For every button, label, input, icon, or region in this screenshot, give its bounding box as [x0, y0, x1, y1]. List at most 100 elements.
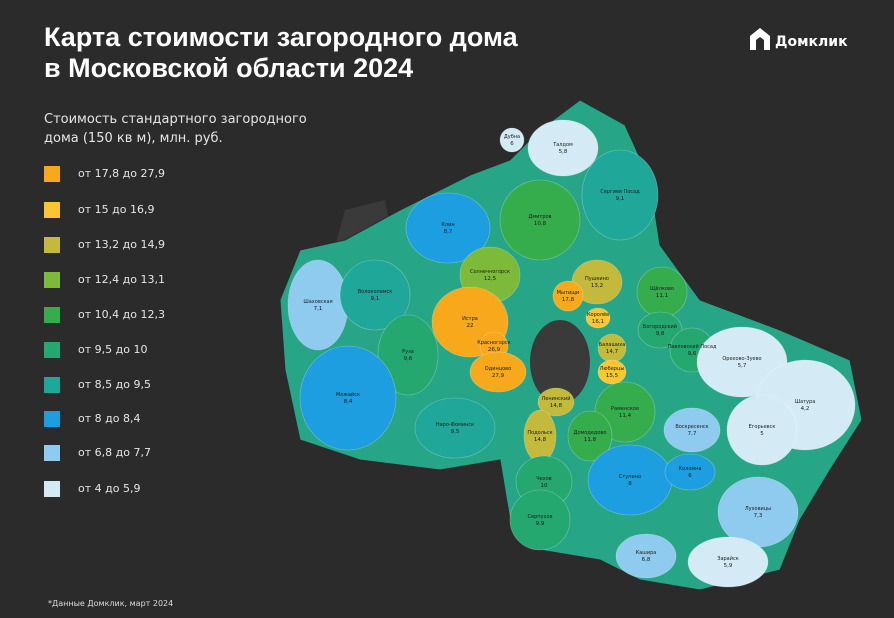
- legend-label: от 17,8 до 27,9: [78, 167, 165, 180]
- title-line: Карта стоимости загородного дома: [44, 22, 519, 52]
- region-value: 5: [760, 431, 764, 437]
- region-value: 17,8: [562, 297, 575, 303]
- region: [552, 280, 584, 312]
- region-name: Подольск: [527, 430, 552, 436]
- region-value: 14,7: [606, 349, 619, 355]
- region-name: Королёв: [587, 312, 609, 318]
- region: [587, 444, 673, 516]
- region-value: 9,1: [371, 296, 380, 302]
- legend-label: от 9,5 до 10: [78, 343, 147, 356]
- region: [687, 536, 769, 588]
- region-name: Пушкино: [585, 276, 609, 282]
- region-value: 5,8: [559, 149, 568, 155]
- region: [509, 489, 571, 551]
- region-name: Руза: [402, 349, 414, 355]
- legend-label: от 12,4 до 13,1: [78, 273, 165, 286]
- region-value: 5,7: [738, 363, 747, 369]
- region-name: Богородский: [643, 323, 677, 330]
- title-line: в Московской области 2024: [44, 53, 413, 83]
- region: [585, 307, 611, 329]
- region-value: 26,9: [488, 347, 501, 353]
- region-value: 8,7: [444, 229, 453, 235]
- legend-swatch: [44, 342, 60, 358]
- region-value: 9,5: [451, 429, 460, 435]
- region-name: Волоколамск: [358, 289, 393, 295]
- legend-swatch: [44, 202, 60, 218]
- legend: от 17,8 до 27,9 от 15 до 16,9 от 13,2 до 1…: [44, 166, 165, 497]
- region-name: Клин: [441, 222, 454, 228]
- region-value: 27,9: [492, 373, 505, 379]
- region-name: Красногорск: [477, 340, 511, 346]
- region: [339, 259, 411, 331]
- legend-swatch: [44, 166, 60, 182]
- legend-swatch: [44, 377, 60, 393]
- footnote: *Данные Домклик, март 2024: [48, 599, 173, 608]
- region-value: 7,1: [314, 306, 323, 312]
- region: [527, 119, 599, 177]
- region-name: Люберцы: [600, 366, 625, 372]
- legend-label: от 8,5 до 9,5: [78, 378, 151, 391]
- region-name: Ленинский: [542, 395, 571, 402]
- region-value: 9,9: [536, 521, 545, 527]
- region: [287, 259, 349, 351]
- brand-logo: [750, 28, 770, 50]
- region: [469, 351, 527, 393]
- region-name: Мытищи: [557, 290, 579, 296]
- region-name: Дубна: [504, 134, 520, 140]
- region: [414, 397, 496, 459]
- legend-title: Стоимость стандартного загородного: [44, 112, 307, 127]
- brand: Домклик: [750, 28, 848, 50]
- region-name: Шатура: [795, 399, 816, 405]
- legend-label: от 15 до 16,9: [78, 203, 154, 216]
- legend-label: от 8 до 8,4: [78, 412, 140, 425]
- region-value: 5,9: [724, 563, 733, 569]
- legend-title: дома (150 кв м), млн. руб.: [44, 131, 223, 146]
- region-value: 10,8: [534, 221, 547, 227]
- region: [637, 311, 683, 349]
- region-name: Талдом: [552, 142, 573, 148]
- region-name: Одинцово: [485, 366, 511, 372]
- legend-swatch: [44, 237, 60, 253]
- region-name: Шаховская: [303, 299, 332, 305]
- moscow: [530, 320, 590, 404]
- region: [499, 179, 581, 261]
- region-name: Дмитров: [528, 214, 551, 220]
- region: [726, 394, 798, 466]
- legend-label: от 6,8 до 7,7: [78, 446, 151, 459]
- region-value: 6,8: [642, 557, 651, 563]
- brand-name: Домклик: [775, 34, 848, 50]
- region-name: Раменское: [611, 406, 639, 412]
- region-value: 9,6: [404, 356, 413, 362]
- region-name: Чехов: [536, 476, 552, 482]
- region-value: 14,8: [534, 437, 547, 443]
- region-value: 4,2: [801, 406, 810, 412]
- region-name: Щёлково: [650, 286, 674, 292]
- region: [581, 149, 659, 241]
- region-name: Домодедово: [574, 430, 607, 436]
- legend-label: от 10,4 до 12,3: [78, 308, 165, 321]
- region-name: Зарайск: [717, 555, 739, 562]
- region-name: Коломна: [679, 466, 702, 472]
- region-name: Наро-Фоминск: [436, 422, 474, 428]
- region-value: 8,4: [344, 399, 353, 405]
- region: [567, 410, 613, 462]
- region-value: 9,6: [688, 351, 697, 357]
- region-value: 12,5: [484, 276, 497, 282]
- region-name: Сергиев Посад: [600, 189, 640, 195]
- region-value: 9,1: [616, 196, 625, 202]
- region-value: 10: [541, 483, 548, 489]
- legend-label: от 4 до 5,9: [78, 482, 140, 495]
- region: [664, 453, 716, 491]
- region: [597, 359, 627, 385]
- region: [636, 266, 688, 318]
- region-name: Истра: [462, 316, 478, 322]
- region: [377, 314, 439, 396]
- region-value: 8: [628, 481, 632, 487]
- region-value: 22: [467, 323, 474, 329]
- region-name: Орехово-Зуево: [722, 356, 761, 362]
- region-name: Луховицы: [745, 506, 771, 512]
- region-value: 6: [510, 141, 514, 147]
- region-name: Воскресенск: [675, 424, 708, 430]
- region-value: 13,2: [591, 283, 603, 289]
- region-value: 6: [688, 473, 692, 479]
